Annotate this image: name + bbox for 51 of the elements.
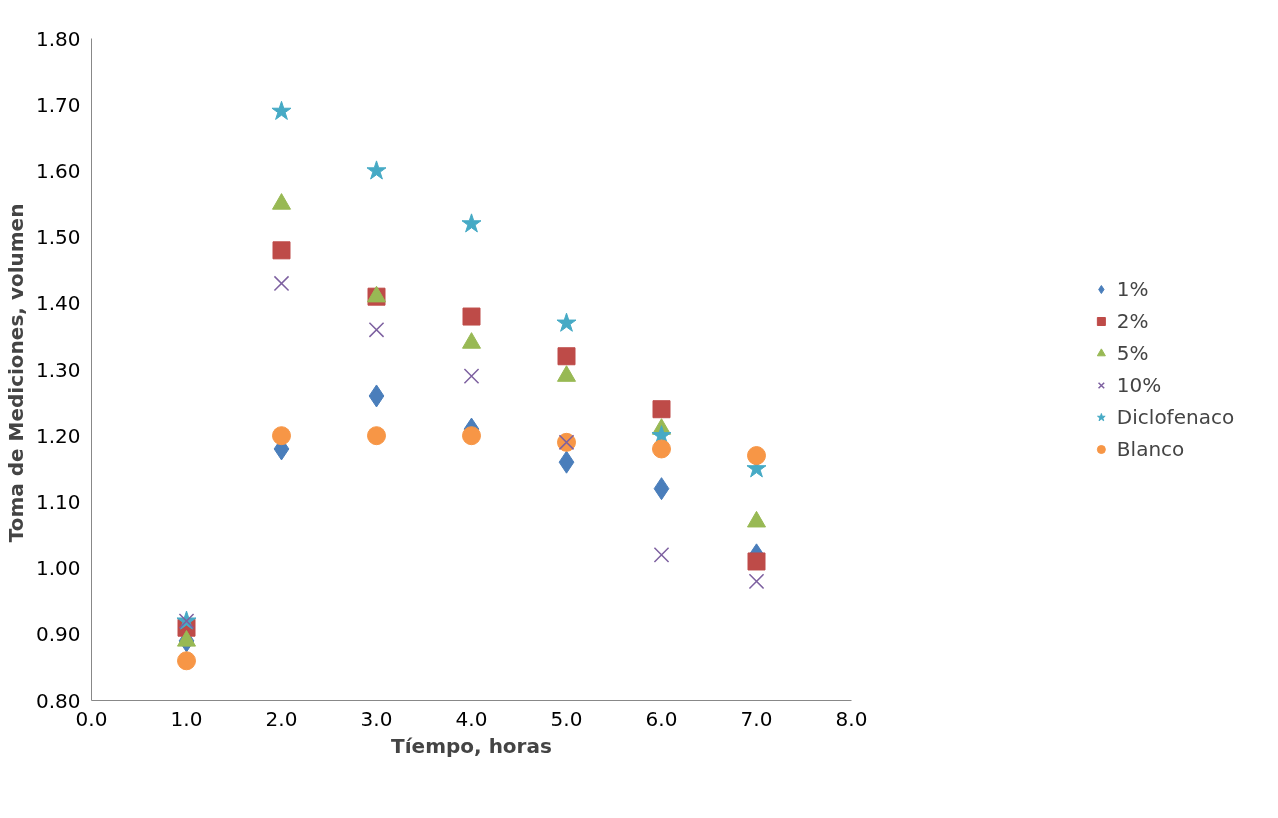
legend-label: 10% [1116,373,1162,397]
x-tick-label: 8.0 [835,706,868,731]
point [652,439,671,459]
y-tick-label: 1.00 [35,556,81,581]
y-tick-label: 0.80 [35,688,81,713]
point [747,552,766,571]
point [557,347,576,366]
point [556,312,577,332]
point [463,368,480,384]
y-tick-label: 1.60 [35,158,81,183]
legend-label: 2% [1116,309,1149,333]
point [747,446,766,466]
x-tick-label: 1.0 [170,706,203,731]
y-tick-label: 1.70 [35,92,81,117]
point [368,384,385,408]
x-tick-label: 6.0 [645,706,678,731]
x-tick-label: 5.0 [550,706,583,731]
point [652,400,671,419]
point [462,426,481,446]
point [748,573,765,590]
y-tick-label: 1.80 [35,26,81,51]
point [653,547,670,563]
point [177,651,196,671]
y-tick-label: 0.90 [35,622,81,647]
point [558,450,575,474]
x-tick-label: 3.0 [360,706,393,731]
legend-label: 5% [1116,341,1149,365]
point [653,477,670,501]
legend-label: 1% [1116,277,1149,301]
x-tick-label: 4.0 [455,706,488,731]
point [366,160,387,180]
x-tick-label: 2.0 [265,706,298,731]
point [273,275,290,292]
x-tick-label: 7.0 [740,706,773,731]
point [462,307,481,326]
point [272,193,291,210]
y-tick-label: 1.10 [35,489,81,514]
y-tick-label: 1.50 [35,225,81,250]
y-tick-label: 1.40 [35,291,81,316]
y-tick-label: 1.20 [35,423,81,448]
legend-label: Diclofenaco [1116,405,1235,429]
point [271,100,292,120]
point [272,241,291,260]
point [272,426,291,446]
point [367,426,386,446]
legend-label: Blanco [1116,437,1185,461]
x-axis-title: Tíempo, horas [391,733,552,758]
point [461,213,482,233]
y-axis-title: Toma de Mediciones, volumen [3,203,28,543]
point [368,321,385,338]
y-tick-label: 1.30 [35,357,81,382]
